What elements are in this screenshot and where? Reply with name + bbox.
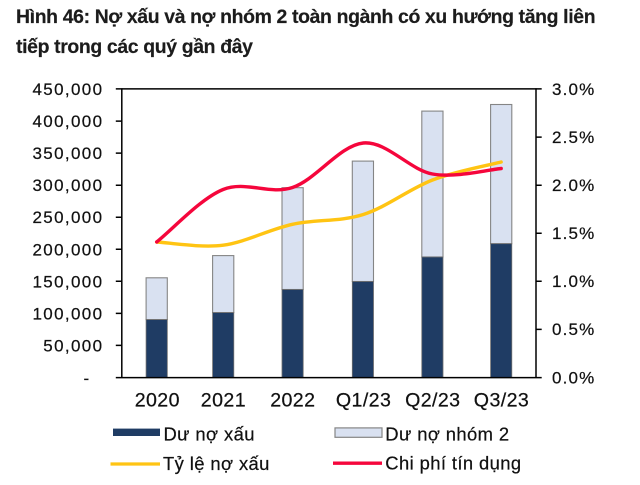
svg-text:50,000: 50,000 bbox=[43, 336, 103, 355]
svg-text:Tỷ lệ nợ xấu: Tỷ lệ nợ xấu bbox=[163, 453, 270, 474]
svg-text:400,000: 400,000 bbox=[32, 112, 103, 131]
svg-text:Chi phí tín dụng: Chi phí tín dụng bbox=[385, 453, 521, 474]
svg-text:150,000: 150,000 bbox=[32, 272, 103, 291]
svg-text:0.0%: 0.0% bbox=[552, 368, 595, 387]
svg-text:-: - bbox=[83, 369, 90, 388]
svg-text:350,000: 350,000 bbox=[32, 144, 103, 163]
svg-text:100,000: 100,000 bbox=[32, 304, 103, 323]
svg-text:Q1/23: Q1/23 bbox=[336, 390, 391, 412]
svg-text:2.0%: 2.0% bbox=[552, 176, 595, 195]
svg-text:250,000: 250,000 bbox=[32, 208, 103, 227]
svg-text:Q3/23: Q3/23 bbox=[474, 390, 529, 412]
svg-text:2020: 2020 bbox=[135, 390, 180, 412]
svg-text:Dư nợ nhóm 2: Dư nợ nhóm 2 bbox=[385, 423, 509, 444]
svg-text:1.0%: 1.0% bbox=[552, 272, 595, 291]
svg-text:2022: 2022 bbox=[270, 390, 315, 412]
svg-text:300,000: 300,000 bbox=[32, 176, 103, 195]
svg-text:Dư nợ xấu: Dư nợ xấu bbox=[164, 423, 255, 444]
svg-text:Q2/23: Q2/23 bbox=[405, 390, 460, 412]
svg-text:450,000: 450,000 bbox=[32, 80, 103, 99]
svg-text:2.5%: 2.5% bbox=[552, 128, 595, 147]
svg-text:3.0%: 3.0% bbox=[552, 80, 595, 99]
svg-text:2021: 2021 bbox=[201, 390, 246, 412]
svg-text:200,000: 200,000 bbox=[32, 240, 103, 259]
svg-text:1.5%: 1.5% bbox=[552, 224, 595, 243]
svg-text:0.5%: 0.5% bbox=[552, 320, 595, 339]
